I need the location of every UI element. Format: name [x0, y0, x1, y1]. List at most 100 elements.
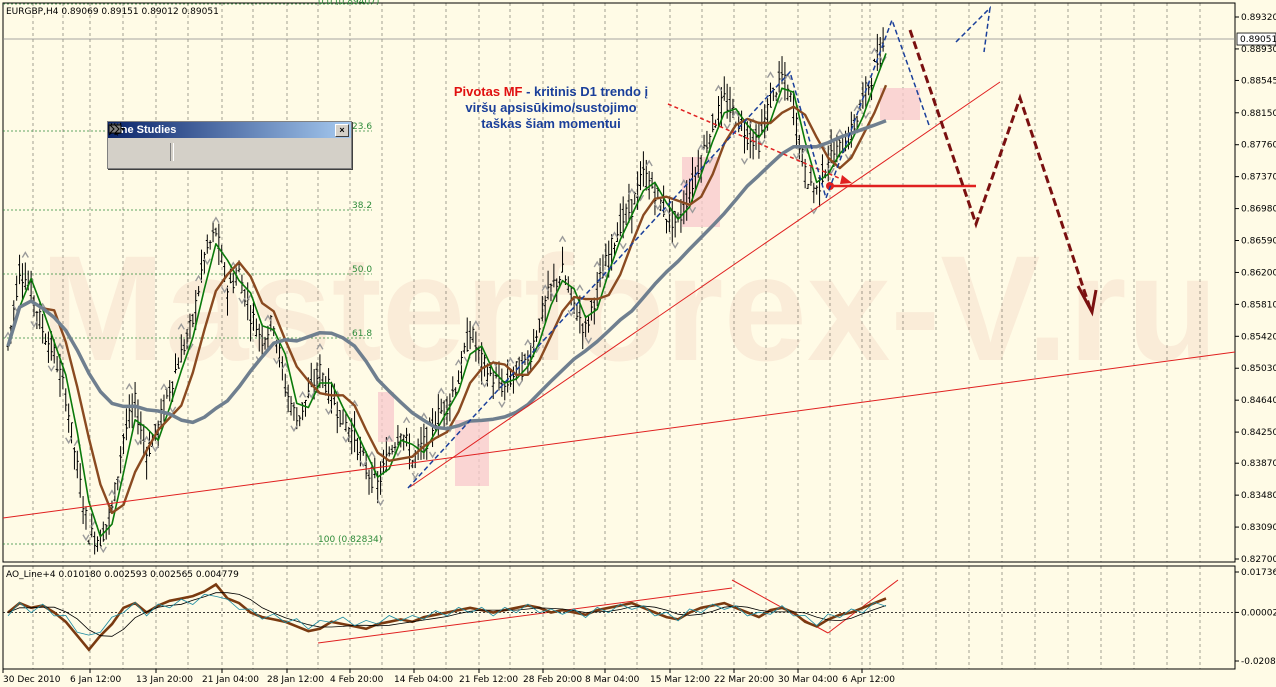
fractal-marker — [281, 362, 289, 370]
ma-mid-line — [6, 84, 888, 515]
zone-highlight — [880, 88, 920, 120]
trendline-icon[interactable] — [108, 122, 254, 163]
forecast-blue-path — [407, 17, 931, 489]
symbol-ohlc-label: EURGBP,H4 0.89069 0.89151 0.89012 0.8905… — [6, 7, 219, 17]
y-tick-label: 0.85810 — [1241, 300, 1276, 310]
fractal-marker — [836, 128, 844, 136]
indicator-pane — [2, 565, 1236, 670]
fractal-marker — [99, 546, 107, 554]
vertical-line-icon[interactable] — [114, 123, 200, 163]
fractal-marker — [212, 216, 220, 224]
forecast-arrow-head — [1076, 285, 1098, 317]
x-tick-label: 4 Feb 20:00 — [330, 675, 384, 685]
y-tick-label: 0.85030 — [1241, 364, 1276, 374]
fractal-marker — [143, 435, 151, 443]
x-tick-label: 14 Feb 04:00 — [394, 675, 453, 685]
fib-label: 23.6 — [352, 122, 372, 132]
toolbar-title-bar[interactable]: Line Studies × — [108, 122, 351, 138]
y-tick-label: 0.89320 — [1241, 13, 1276, 23]
fractal-marker — [827, 167, 835, 175]
fractal-marker — [151, 445, 159, 453]
forecast-brown-path — [908, 29, 1092, 309]
y-tick-label: 0.88150 — [1241, 109, 1276, 119]
fractal-marker — [567, 310, 575, 317]
indicator-label: AO_Line+4 0.010180 0.002593 0.002565 0.0… — [6, 570, 239, 580]
fractal-marker — [593, 260, 601, 268]
current-price-label: 0.89051 — [1240, 35, 1276, 45]
fractal-marker — [775, 97, 783, 104]
fractal-marker — [792, 153, 801, 161]
fractal-marker — [411, 472, 419, 480]
fractal-marker — [342, 436, 350, 444]
y-tick-label: 0.87370 — [1241, 173, 1276, 183]
cursor-icon[interactable] — [111, 123, 134, 163]
fractal-marker — [645, 159, 653, 167]
ind-y-tick-label: -0.02084 — [1241, 657, 1276, 667]
rectangle-icon[interactable] — [108, 124, 308, 163]
y-tick-label: 0.87760 — [1241, 141, 1276, 151]
fractal-marker — [723, 123, 731, 131]
x-tick-label: 21 Jan 04:00 — [202, 675, 259, 685]
fractal-marker — [65, 437, 73, 445]
y-tick-label: 0.84250 — [1241, 428, 1276, 438]
pivot-annotation: Pivotas MF - kritinis D1 trendo į viršų … — [420, 84, 682, 132]
fractal-marker — [428, 451, 437, 459]
y-tick-label: 0.82700 — [1241, 555, 1276, 565]
fractal-marker — [195, 274, 203, 282]
fractal-marker — [628, 187, 636, 195]
fractal-marker — [706, 157, 714, 164]
fractal-marker — [498, 401, 506, 409]
toolbar-close-button[interactable]: × — [335, 124, 349, 137]
ao-cyan-line — [7, 593, 887, 636]
pivot-highlight: Pivotas MF — [453, 84, 523, 99]
crosshair-icon[interactable] — [109, 123, 161, 163]
trend-line-channel — [409, 81, 1001, 488]
fractal-marker — [870, 47, 879, 55]
fractal-marker — [298, 391, 307, 398]
fractal-marker — [177, 322, 185, 330]
fractal-marker — [636, 194, 645, 202]
line-studies-toolbar[interactable]: Line Studies × F — [107, 121, 352, 169]
fractal-marker — [680, 179, 688, 186]
annotation-line3: taškas šiam momentui — [481, 116, 621, 131]
fractal-marker — [853, 104, 861, 112]
x-tick-label: 22 Mar 20:00 — [714, 675, 774, 685]
ind-y-tick-label: 0.00002 — [1241, 608, 1276, 618]
ind-y-tick-label: 0.017367 — [1241, 568, 1276, 578]
zone-highlight — [378, 392, 394, 442]
x-tick-label: 21 Feb 12:00 — [459, 675, 518, 685]
fractal-marker — [186, 343, 194, 351]
fractal-marker — [610, 231, 619, 238]
fractal-marker — [671, 242, 679, 249]
fractal-marker — [480, 381, 489, 388]
horizontal-line-icon[interactable] — [109, 128, 227, 163]
fibonacci-icon[interactable]: F — [109, 123, 281, 163]
fractal-marker — [203, 258, 211, 266]
x-tick-label: 30 Mar 04:00 — [778, 675, 838, 685]
fractal-marker — [576, 284, 584, 291]
fractal-marker — [160, 383, 168, 390]
y-tick-label: 0.83870 — [1241, 459, 1276, 469]
fib-label: 100 (0.82834) — [318, 535, 382, 545]
fractal-marker — [506, 356, 515, 364]
x-tick-label: 15 Mar 12:00 — [650, 675, 710, 685]
fractal-marker — [714, 84, 723, 92]
toolbar-title: Line Studies — [111, 124, 177, 136]
fractal-marker — [801, 147, 809, 155]
annotation-line2: viršų apsisūkimo/sustojimo — [465, 100, 637, 115]
y-tick-label: 0.88930 — [1241, 45, 1276, 55]
fractal-marker — [272, 357, 281, 365]
fib-label: 50.0 — [352, 265, 372, 275]
fractal-marker — [732, 110, 740, 117]
fractal-marker — [688, 206, 697, 214]
fractal-marker — [169, 406, 177, 414]
fractal-marker — [437, 387, 445, 395]
arrows-icon[interactable] — [109, 124, 335, 163]
fractal-marker — [654, 203, 662, 211]
fractal-marker — [47, 365, 55, 373]
fractal-marker — [402, 416, 411, 424]
fractal-marker — [307, 391, 315, 399]
y-tick-label: 0.84640 — [1241, 396, 1276, 406]
fractal-marker — [584, 337, 593, 345]
